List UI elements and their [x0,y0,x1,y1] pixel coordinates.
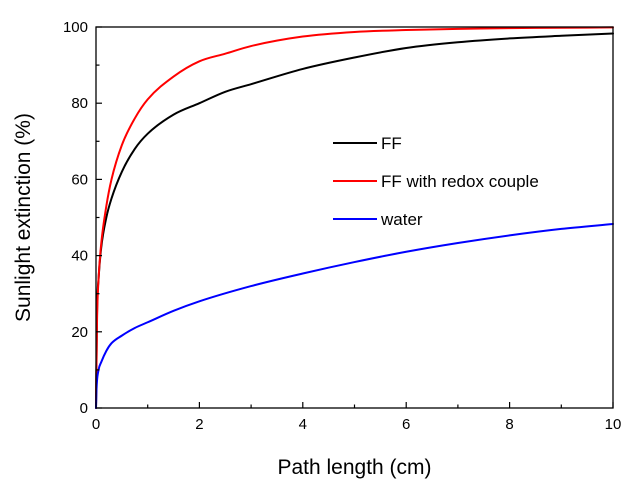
y-tick-label: 100 [63,19,88,36]
x-tick-label: 2 [195,416,203,433]
x-axis-title: Path length (cm) [277,456,431,479]
series-line-2 [95,26,614,409]
x-axis: 0 2 4 6 8 10 [92,402,622,433]
x-tick-label: 10 [605,416,622,433]
y-tick-label: 20 [71,324,88,341]
x-tick-label: 6 [402,416,410,433]
plot-frame [95,26,614,409]
legend: FF FF with redox couple water [333,134,539,229]
legend-label: FF with redox couple [381,172,539,191]
x-tick-label: 4 [299,416,307,433]
y-tick-label: 40 [71,248,88,265]
y-axis-title: Sunlight extinction (%) [12,113,35,322]
y-tick-label: 80 [71,95,88,112]
legend-label: water [380,210,423,229]
x-tick-label: 8 [505,416,513,433]
series-line-3 [95,222,614,409]
series-line-1 [95,32,614,409]
plot-lines [95,26,614,409]
x-tick-label: 0 [92,416,100,433]
y-axis: 0 20 40 60 80 100 [63,19,102,417]
y-tick-label: 0 [80,400,88,417]
legend-label: FF [381,134,402,153]
y-tick-label: 60 [71,171,88,188]
